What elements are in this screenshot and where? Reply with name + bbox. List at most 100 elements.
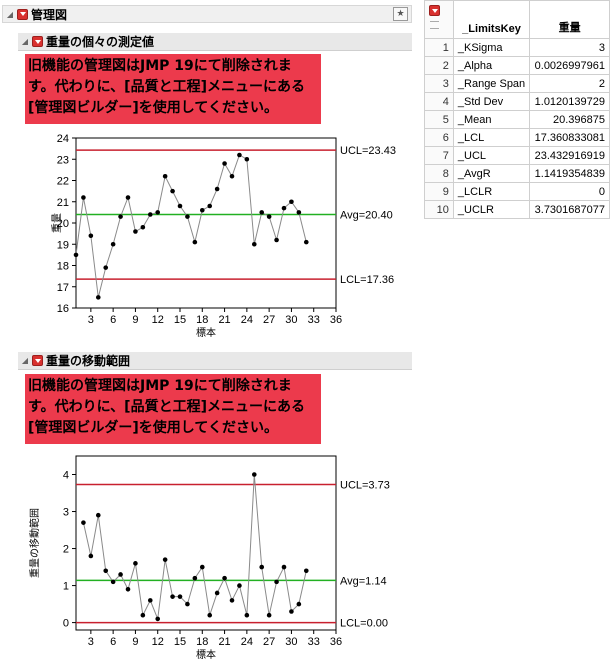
weight-cell[interactable]: 2: [529, 74, 610, 93]
weight-cell[interactable]: 3.7301687077: [529, 200, 610, 219]
limits-key-cell[interactable]: _Alpha: [452, 56, 531, 75]
y-tick-label: 1: [63, 581, 69, 593]
limits-key-cell[interactable]: _UCLR: [452, 200, 531, 219]
data-point: [222, 161, 227, 166]
table-row[interactable]: 9 _LCLR 0: [424, 182, 610, 201]
x-axis-label: 標本: [196, 648, 216, 661]
section-title: 重量の移動範囲: [46, 354, 131, 368]
report-header[interactable]: ◢ 管理図 ★: [2, 5, 412, 23]
red-triangle-menu-icon[interactable]: [32, 36, 43, 47]
row-number[interactable]: 4: [424, 92, 454, 111]
limits-data-table: _LimitsKey 重量 1 _KSigma 3 2 _Alpha 0.00269979…: [424, 0, 610, 219]
x-tick-label: 33: [308, 636, 320, 648]
report-title: 管理図: [31, 7, 68, 22]
row-number[interactable]: 10: [424, 200, 454, 219]
table-row[interactable]: 8 _AvgR 1.1419354839: [424, 164, 610, 183]
table-row[interactable]: 4 _Std Dev 1.0120139729: [424, 92, 610, 111]
row-number[interactable]: 6: [424, 128, 454, 147]
table-row[interactable]: 6 _LCL 17.360833081: [424, 128, 610, 147]
weight-cell[interactable]: 17.360833081: [529, 128, 610, 147]
data-point: [244, 156, 250, 162]
data-point: [207, 203, 213, 209]
data-point: [133, 561, 138, 566]
individuals-section-header[interactable]: ◢ 重量の個々の測定値: [18, 33, 412, 51]
data-point: [155, 616, 161, 622]
data-point: [266, 214, 272, 219]
weight-cell[interactable]: 1.0120139729: [529, 92, 610, 111]
data-point: [170, 188, 175, 194]
deprecation-warning: 旧機能の管理図はJMP 19にて削除されます。代わりに、[品質と工程]メニューに…: [25, 374, 321, 444]
row-number[interactable]: 3: [424, 74, 454, 93]
ucl-label: UCL=3.73: [340, 480, 390, 492]
data-point: [274, 237, 279, 243]
disclosure-triangle-icon[interactable]: ◢: [6, 9, 14, 19]
data-point: [199, 207, 205, 213]
limits-key-cell[interactable]: _Range Span: [452, 74, 531, 93]
moving-range-section-header[interactable]: ◢ 重量の移動範囲: [18, 352, 412, 370]
disclosure-triangle-icon[interactable]: ◢: [21, 356, 29, 365]
data-point: [110, 241, 116, 247]
limits-key-cell[interactable]: _LCLR: [452, 182, 531, 201]
column-header-weight[interactable]: 重量: [529, 0, 610, 39]
lcl-label: LCL=17.36: [340, 274, 394, 286]
weight-cell[interactable]: 20.396875: [529, 110, 610, 129]
disclosure-triangle-icon[interactable]: ◢: [21, 37, 29, 46]
table-row[interactable]: 2 _Alpha 0.0026997961: [424, 56, 610, 75]
limits-key-cell[interactable]: _Std Dev: [452, 92, 531, 111]
x-tick-label: 12: [152, 314, 164, 326]
weight-cell[interactable]: 23.432916919: [529, 146, 610, 165]
data-point: [185, 214, 190, 219]
table-row[interactable]: 10 _UCLR 3.7301687077: [424, 200, 610, 219]
y-axis-label: 重量の移動範囲: [28, 508, 41, 578]
data-point: [259, 210, 265, 215]
limits-key-cell[interactable]: _Mean: [452, 110, 531, 129]
y-tick-label: 21: [57, 197, 69, 209]
table-row[interactable]: 7 _UCL 23.432916919: [424, 146, 610, 165]
data-point: [281, 564, 287, 570]
x-tick-label: 21: [218, 314, 230, 326]
red-triangle-menu-icon[interactable]: [32, 355, 43, 366]
y-tick-label: 3: [63, 507, 69, 519]
x-tick-label: 9: [132, 636, 138, 648]
row-number[interactable]: 9: [424, 182, 454, 201]
limits-key-cell[interactable]: _AvgR: [452, 164, 531, 183]
data-point: [222, 575, 227, 581]
row-number[interactable]: 7: [424, 146, 454, 165]
column-header-limitskey[interactable]: _LimitsKey: [452, 0, 531, 39]
row-number[interactable]: 5: [424, 110, 454, 129]
pin-icon[interactable]: ★: [393, 7, 408, 21]
y-tick-label: 0: [63, 618, 69, 630]
table-corner[interactable]: [424, 0, 454, 39]
table-row[interactable]: 5 _Mean 20.396875: [424, 110, 610, 129]
data-point: [237, 152, 242, 158]
data-point: [133, 229, 138, 234]
data-point: [118, 572, 123, 577]
data-point: [214, 590, 220, 596]
limits-key-cell[interactable]: _KSigma: [452, 38, 531, 57]
table-row[interactable]: 3 _Range Span 2: [424, 74, 610, 93]
x-tick-label: 24: [241, 314, 253, 326]
x-tick-label: 27: [263, 636, 275, 648]
y-tick-label: 18: [57, 261, 69, 273]
limits-key-cell[interactable]: _UCL: [452, 146, 531, 165]
y-tick-label: 23: [57, 154, 69, 166]
data-point: [199, 564, 205, 570]
table-row[interactable]: 1 _KSigma 3: [424, 38, 610, 57]
row-number[interactable]: 2: [424, 56, 454, 75]
deprecation-warning: 旧機能の管理図はJMP 19にて削除されます。代わりに、[品質と工程]メニューに…: [25, 54, 321, 124]
data-point: [281, 205, 287, 211]
x-tick-label: 15: [174, 636, 186, 648]
weight-cell[interactable]: 1.1419354839: [529, 164, 610, 183]
weight-cell[interactable]: 0.0026997961: [529, 56, 610, 75]
limits-key-cell[interactable]: _LCL: [452, 128, 531, 147]
data-point: [162, 557, 168, 562]
weight-cell[interactable]: 0: [529, 182, 610, 201]
red-triangle-menu-icon[interactable]: [17, 8, 28, 20]
red-triangle-menu-icon[interactable]: [429, 5, 440, 16]
row-number[interactable]: 8: [424, 164, 454, 183]
weight-cell[interactable]: 3: [529, 38, 610, 57]
y-tick-label: 2: [63, 544, 69, 556]
lcl-label: LCL=0.00: [340, 618, 388, 630]
row-number[interactable]: 1: [424, 38, 454, 57]
y-tick-label: 16: [57, 303, 69, 315]
